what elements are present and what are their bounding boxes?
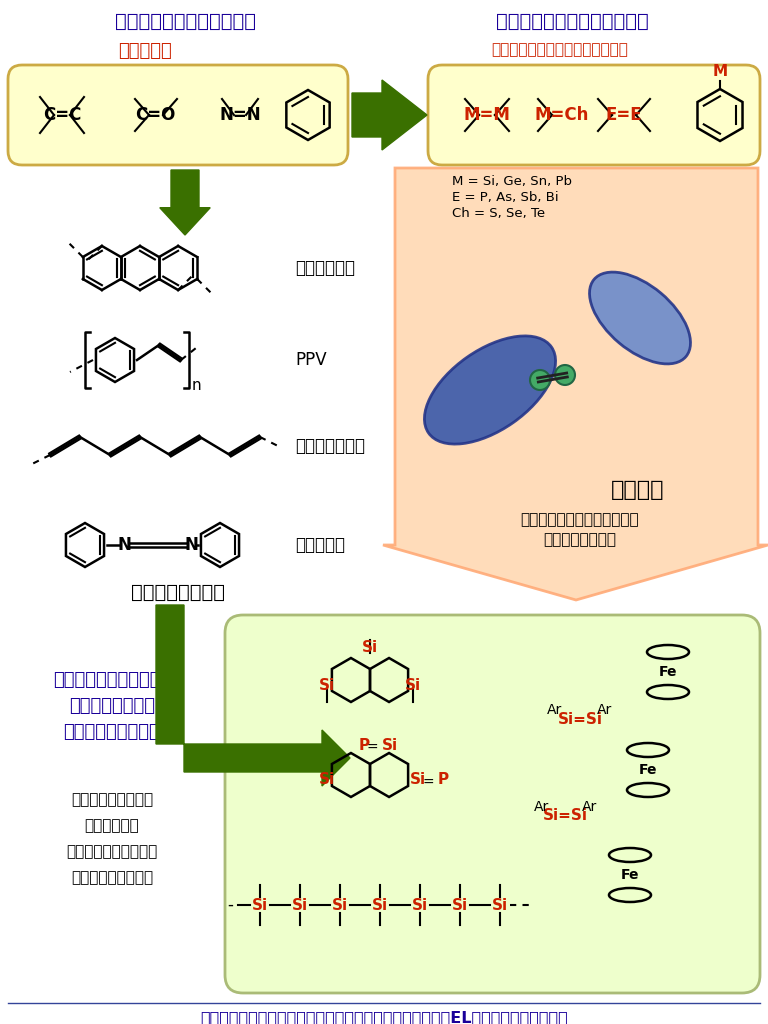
Text: Ar: Ar	[548, 703, 563, 717]
Polygon shape	[352, 80, 427, 150]
Text: 第二周期元素不飽和化合物: 第二周期元素不飽和化合物	[114, 12, 256, 31]
Text: 扱いやすい単分子で: 扱いやすい単分子で	[71, 793, 153, 808]
Polygon shape	[160, 170, 210, 234]
Text: 結合の本質を変えることなく: 結合の本質を変えることなく	[521, 512, 639, 527]
Ellipse shape	[425, 336, 555, 444]
Text: M=M: M=M	[464, 106, 511, 124]
Text: Fe: Fe	[659, 665, 677, 679]
Text: Si: Si	[252, 897, 268, 912]
Text: M=Ch: M=Ch	[535, 106, 589, 124]
Text: ポリアセン類: ポリアセン類	[295, 259, 355, 278]
Text: =: =	[422, 776, 434, 790]
Text: Ar: Ar	[535, 800, 550, 814]
Text: 極めて安定: 極めて安定	[118, 42, 172, 60]
Text: C=C: C=C	[43, 106, 81, 124]
Text: 機能性有機化合物: 機能性有機化合物	[131, 583, 225, 601]
Text: Si=Si: Si=Si	[542, 808, 588, 822]
Text: Si: Si	[292, 897, 308, 912]
Text: n: n	[192, 378, 202, 392]
Text: Fe: Fe	[639, 763, 657, 777]
Text: ナノ化学を超える！: ナノ化学を超える！	[64, 723, 161, 741]
FancyBboxPatch shape	[8, 65, 348, 165]
Text: 合成・単離が可能: 合成・単離が可能	[544, 532, 617, 548]
Text: Si: Si	[452, 897, 468, 912]
Text: Si: Si	[382, 737, 398, 753]
Text: Fe: Fe	[621, 868, 639, 882]
Text: Ar: Ar	[598, 703, 613, 717]
Text: E=E: E=E	[606, 106, 642, 124]
Text: -: -	[227, 896, 233, 914]
Text: Si: Si	[362, 640, 378, 655]
Text: M = Si, Ge, Sn, Pb: M = Si, Ge, Sn, Pb	[452, 175, 572, 188]
Text: 分子ワイヤー・非線形光学素子・有機トランジスタ・有機EL材料・光電池への展開: 分子ワイヤー・非線形光学素子・有機トランジスタ・有機EL材料・光電池への展開	[200, 1011, 568, 1024]
Text: P: P	[438, 772, 449, 787]
Text: Si: Si	[372, 897, 388, 912]
Text: アゾ化合物: アゾ化合物	[295, 536, 345, 554]
Text: Si: Si	[319, 772, 335, 787]
Text: Si: Si	[492, 897, 508, 912]
Circle shape	[555, 365, 575, 385]
Text: 非常に反応活性～合成・単離困難: 非常に反応活性～合成・単離困難	[492, 42, 628, 57]
Text: 立体保護: 立体保護	[611, 480, 665, 500]
Polygon shape	[383, 168, 768, 600]
Text: =: =	[366, 741, 378, 755]
Text: ありながら、: ありながら、	[84, 818, 139, 834]
Circle shape	[530, 370, 550, 390]
Text: N: N	[184, 536, 198, 554]
Text: PPV: PPV	[295, 351, 326, 369]
Text: ポリアセチレン: ポリアセチレン	[295, 437, 365, 455]
Text: 新規な物性・機能の宝庫: 新規な物性・機能の宝庫	[53, 671, 171, 689]
Text: Si: Si	[405, 678, 421, 692]
Text: Si=Si: Si=Si	[558, 713, 603, 727]
Text: N=N: N=N	[219, 106, 261, 124]
Text: M: M	[713, 63, 727, 79]
Text: 重い元素の化学で: 重い元素の化学で	[69, 697, 155, 715]
Polygon shape	[156, 605, 350, 786]
Text: Si: Si	[410, 772, 426, 787]
Text: C=O: C=O	[135, 106, 175, 124]
Text: 高周期典型元素不飽和化合物: 高周期典型元素不飽和化合物	[495, 12, 648, 31]
Text: E = P, As, Sb, Bi: E = P, As, Sb, Bi	[452, 191, 558, 204]
Text: Si: Si	[332, 897, 348, 912]
Text: N: N	[117, 536, 131, 554]
Ellipse shape	[590, 272, 690, 364]
Text: Si: Si	[412, 897, 428, 912]
Text: Ch = S, Se, Te: Ch = S, Se, Te	[452, 207, 545, 220]
FancyBboxPatch shape	[225, 615, 760, 993]
Text: 匹敵する特性を持つ: 匹敵する特性を持つ	[71, 870, 153, 886]
Text: Si: Si	[319, 678, 335, 692]
Text: Ar: Ar	[582, 800, 598, 814]
Text: ナノスケール高分子に: ナノスケール高分子に	[66, 845, 157, 859]
FancyBboxPatch shape	[428, 65, 760, 165]
Text: P: P	[359, 737, 370, 753]
